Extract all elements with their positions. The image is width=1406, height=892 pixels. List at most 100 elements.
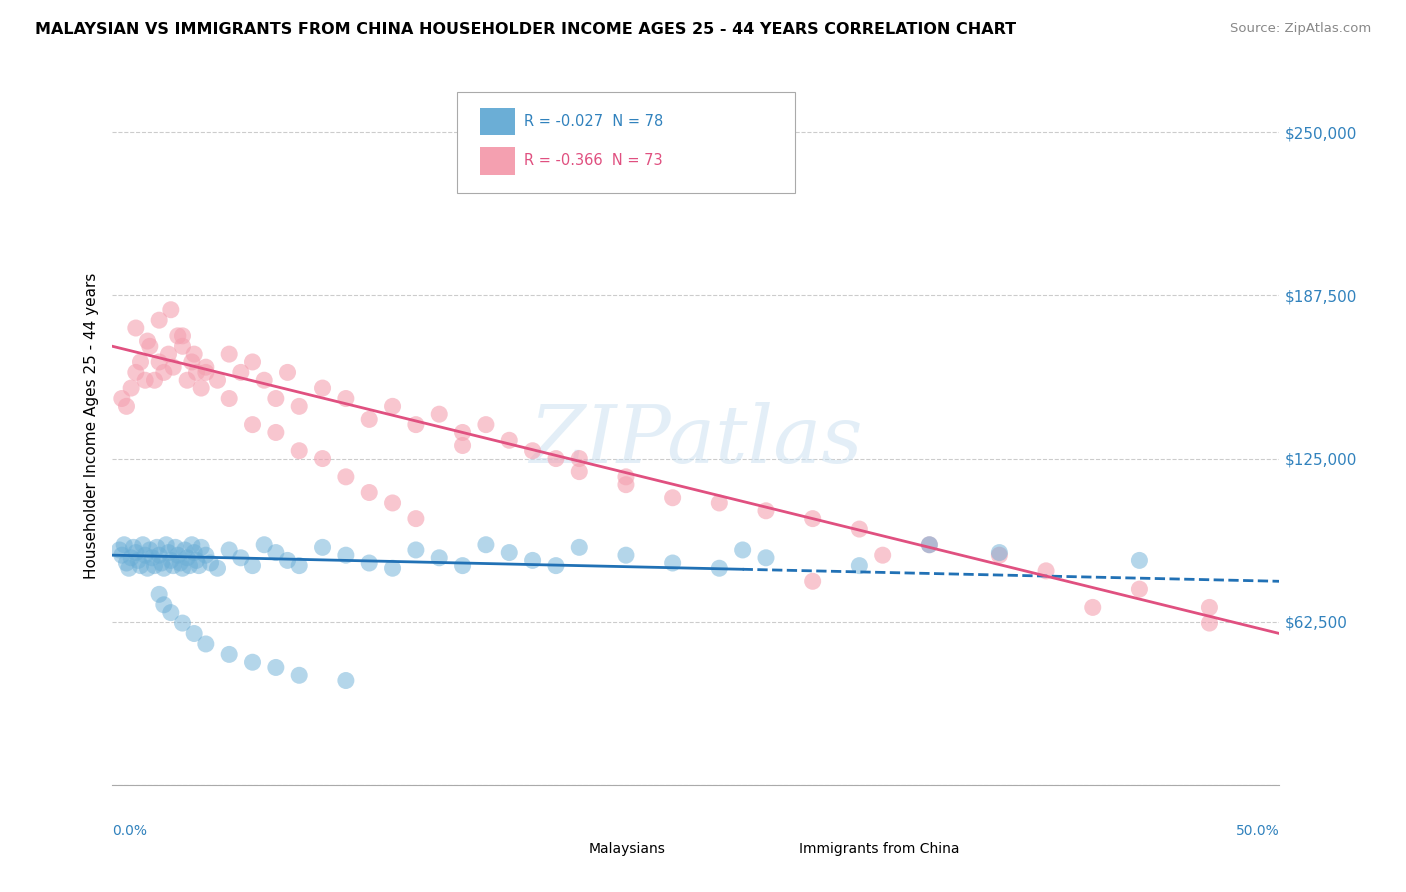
Point [288,668,311,682]
Point [755,504,778,518]
Point [186,365,208,379]
FancyBboxPatch shape [457,92,796,193]
Point [288,400,311,414]
Point [172,561,194,575]
Point [335,548,357,562]
Point [148,313,170,327]
Point [614,548,637,562]
Point [451,425,474,440]
Point [242,355,264,369]
Point [134,373,156,387]
Point [122,541,145,555]
Point [709,496,731,510]
Point [242,417,264,432]
Point [153,561,176,575]
Point [988,548,1011,562]
Point [139,543,162,558]
Point [148,587,170,601]
Point [176,550,198,565]
Point [276,365,298,379]
Point [115,400,138,414]
Point [132,538,155,552]
Point [129,558,152,573]
Point [172,616,194,631]
Point [359,556,381,570]
Bar [766,840,792,858]
Point [186,553,208,567]
Point [127,553,149,567]
Point [264,545,287,559]
Point [157,347,180,361]
Point [276,553,298,567]
Point [155,538,177,552]
Point [180,355,202,369]
Point [111,392,134,406]
Point [544,558,567,573]
Point [335,673,357,688]
Point [475,538,498,552]
Text: 0.0%: 0.0% [112,824,148,838]
Point [187,558,209,573]
Point [359,485,381,500]
Point [125,321,148,335]
Bar [479,108,515,135]
Point [801,574,824,589]
Bar [555,840,582,858]
Point [1081,600,1104,615]
Point [229,550,252,565]
Point [475,417,498,432]
Point [172,329,194,343]
Point [522,553,544,567]
Point [731,543,754,558]
Point [1128,553,1150,567]
Point [359,412,381,426]
Point [190,541,212,555]
Point [148,355,170,369]
Point [157,545,180,559]
Text: 50.0%: 50.0% [1236,824,1279,838]
Point [120,550,142,565]
Point [173,543,195,558]
Point [218,347,240,361]
Point [218,543,240,558]
Point [848,522,870,536]
Point [1198,616,1220,631]
Point [115,556,138,570]
Point [661,556,683,570]
Point [264,425,287,440]
Point [218,392,240,406]
Point [136,334,159,348]
Point [381,496,404,510]
Bar [479,147,515,175]
Point [498,434,520,448]
Point [200,556,222,570]
Text: Source: ZipAtlas.com: Source: ZipAtlas.com [1230,22,1371,36]
Point [162,360,184,375]
Point [194,548,217,562]
Point [522,443,544,458]
Point [129,355,152,369]
Point [405,417,427,432]
Point [160,553,183,567]
Point [405,511,427,525]
Point [153,365,176,379]
Point [242,655,264,669]
Point [568,451,591,466]
Point [166,548,188,562]
Point [229,365,252,379]
Point [108,543,131,558]
Point [165,541,187,555]
Text: R = -0.027  N = 78: R = -0.027 N = 78 [524,114,664,129]
Point [988,545,1011,559]
Point [311,381,333,395]
Point [134,548,156,562]
Point [1128,582,1150,596]
Point [264,392,287,406]
Point [451,558,474,573]
Y-axis label: Householder Income Ages 25 - 44 years: Householder Income Ages 25 - 44 years [83,273,98,579]
Point [1198,600,1220,615]
Text: ZIPatlas: ZIPatlas [529,401,863,479]
Point [172,339,194,353]
Point [194,637,217,651]
Point [311,541,333,555]
